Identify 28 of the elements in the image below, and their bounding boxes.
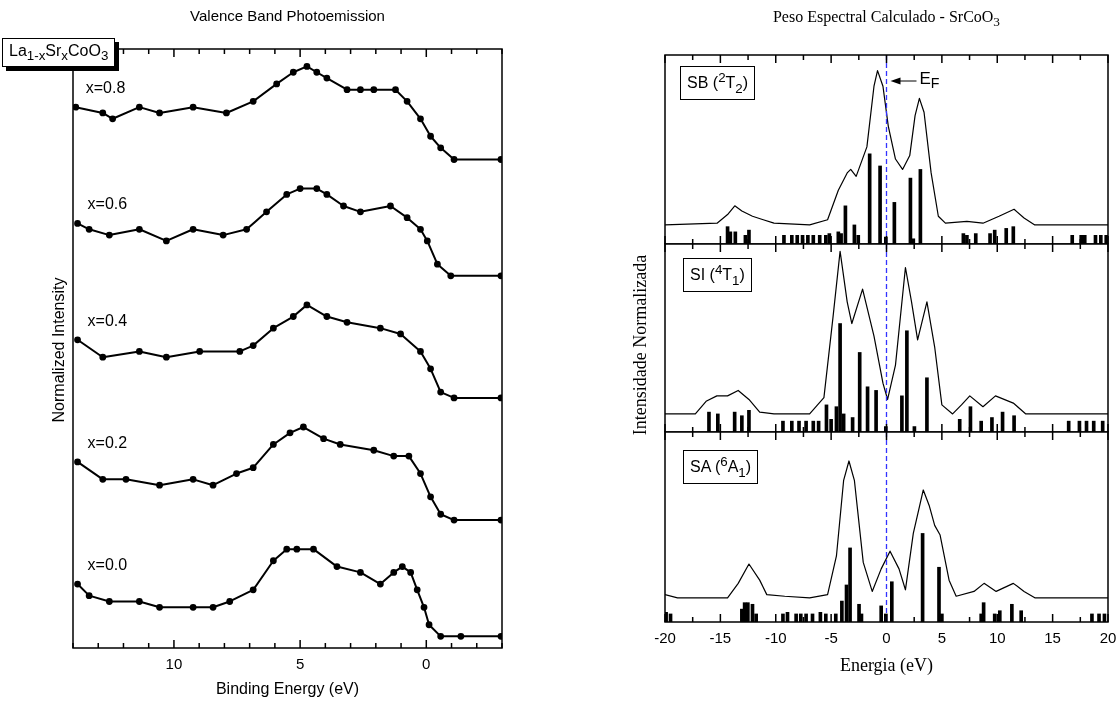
annotation: SB ($^{2}$T$_{2}$) [680,66,756,100]
series-label: x=0.8 [85,79,126,98]
series-label: x=0.2 [87,433,128,452]
x-tick-label: 10 [988,629,1006,647]
annotation: SA ($^{6}$A$_{1}$) [683,450,759,484]
x-tick-label: -10 [764,629,787,647]
y-axis-title: Intensidade Normalizada [629,254,651,436]
x-tick-label: -20 [654,629,676,647]
x-tick-label: 5 [937,629,947,647]
x-tick-label: 20 [1099,629,1117,647]
chart-title: Peso Espectral Calculado - SrCoO$_{3}$ [771,8,1002,31]
x-tick-label: 0 [422,655,431,673]
x-tick-label: -15 [709,629,732,647]
x-axis-title: Binding Energy (eV) [214,680,361,698]
ref-line-label: E$_{F}$ [919,69,940,92]
x-axis-title: Energia (eV) [838,655,935,676]
series-label: x=0.0 [87,556,128,575]
x-tick-label: 15 [1044,629,1061,647]
chart-title: Valence Band Photoemission [189,7,386,24]
x-tick-label: -5 [824,629,838,647]
x-tick-label: 10 [165,655,183,673]
x-tick-label: 0 [882,629,891,647]
text: La$_{1-x}$Sr$_{x}$CoO$_{3}$ [2,38,116,68]
x-tick-label: 5 [295,655,305,673]
annotation: SI ($^{4}$T$_{1}$) [683,258,752,292]
y-axis-title: Normalized Intensity [50,277,68,423]
series-label: x=0.6 [87,195,128,214]
series-label: x=0.4 [87,311,128,330]
